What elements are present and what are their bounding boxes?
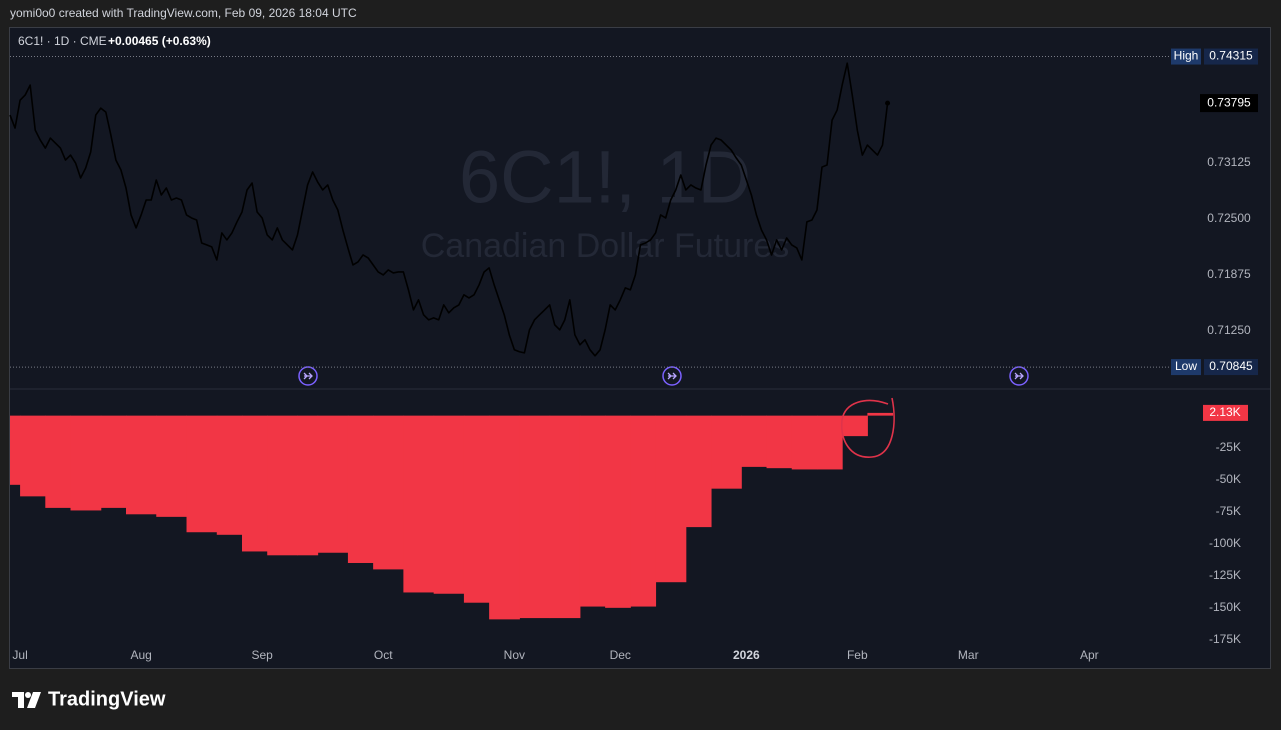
position-step xyxy=(45,415,72,508)
y-tick-label: -150K xyxy=(1209,600,1241,614)
low-value: 0.70845 xyxy=(1209,359,1253,373)
position-step xyxy=(489,415,520,620)
last-value-badge xyxy=(1203,404,1248,421)
x-tick-label: Aug xyxy=(130,648,151,662)
event-icon[interactable] xyxy=(662,366,682,386)
y-tick-label: -125K xyxy=(1209,568,1241,582)
position-step xyxy=(685,415,712,528)
price-change: +0.00465 (+0.63%) xyxy=(108,34,211,48)
position-step xyxy=(463,415,490,603)
x-tick-label: Feb xyxy=(847,648,868,662)
position-step xyxy=(373,415,404,570)
position-step xyxy=(186,415,218,533)
x-tick-label: Nov xyxy=(504,648,525,662)
position-step xyxy=(842,415,868,437)
low-value-badge xyxy=(1204,359,1258,376)
watermark-subtitle: Canadian Dollar Futures xyxy=(421,227,790,265)
high-badge xyxy=(1171,48,1201,65)
y-tick-label: 0.71250 xyxy=(1207,323,1251,337)
position-step xyxy=(766,415,793,469)
x-tick-label: 2026 xyxy=(733,648,760,662)
plot-layer: 0.71250 0.71875 0.72500 0.73125 Jul Aug Sep Oct… xyxy=(9,48,1258,662)
caption: yomi0o0 created with TradingView.com, Fe… xyxy=(10,6,357,20)
last-point xyxy=(885,100,891,106)
position-step xyxy=(156,415,188,517)
low-label: Low xyxy=(1175,359,1197,373)
price-line xyxy=(9,62,889,357)
footer-logo: TradingView xyxy=(12,688,166,710)
x-tick-label: Dec xyxy=(610,648,631,662)
position-step xyxy=(242,415,268,552)
y-tick-label: -175K xyxy=(1209,632,1241,646)
position-step xyxy=(867,412,894,416)
position-step xyxy=(655,415,687,583)
position-step xyxy=(816,415,843,470)
high-value-badge xyxy=(1204,48,1258,65)
x-tick-label: Mar xyxy=(958,648,979,662)
y-tick-label: 0.73125 xyxy=(1207,155,1251,169)
position-step xyxy=(711,415,742,489)
x-tick-label: Apr xyxy=(1080,648,1099,662)
position-step xyxy=(317,415,349,553)
event-icon[interactable] xyxy=(1009,366,1029,386)
y-tick-label: 0.71875 xyxy=(1207,267,1251,281)
position-step xyxy=(579,415,606,607)
y-tick-label: -100K xyxy=(1209,536,1241,550)
high-label: High xyxy=(1174,49,1199,63)
symbol-title[interactable]: 6C1! · 1D · CME xyxy=(18,34,107,48)
position-step xyxy=(791,415,818,470)
position-step xyxy=(519,415,551,619)
position-step xyxy=(605,415,631,608)
footer-brand[interactable]: TradingView xyxy=(48,688,166,710)
y-tick-label: -25K xyxy=(1216,440,1241,454)
position-step xyxy=(433,415,465,594)
watermark-title: 6C1!, 1D xyxy=(459,136,751,219)
position-step xyxy=(630,415,657,607)
y-tick-label: 0.72500 xyxy=(1207,211,1251,225)
y-tick-label: -50K xyxy=(1216,472,1241,486)
position-step xyxy=(126,415,157,515)
last-price-badge xyxy=(1200,94,1258,113)
high-value: 0.74315 xyxy=(1209,49,1253,63)
position-step xyxy=(403,415,435,593)
position-step xyxy=(297,415,319,556)
position-step xyxy=(70,415,102,511)
low-badge xyxy=(1171,359,1201,376)
position-step xyxy=(347,415,374,563)
position-step xyxy=(10,415,21,485)
hand-drawn-circle xyxy=(841,397,895,458)
x-tick-label: Jul xyxy=(12,648,27,662)
last-price: 0.73795 xyxy=(1207,95,1251,109)
x-tick-label: Oct xyxy=(374,648,393,662)
x-tick-label: Sep xyxy=(251,648,273,662)
event-icon[interactable] xyxy=(298,366,318,386)
position-step xyxy=(741,415,768,467)
y-tick-label: -75K xyxy=(1216,504,1241,518)
position-step xyxy=(100,415,127,508)
watermark: 6C1!, 1D Canadian Dollar Futures xyxy=(421,136,790,265)
position-step xyxy=(267,415,298,556)
position-step xyxy=(20,415,46,497)
position-step xyxy=(216,415,243,535)
last-value: 2.13K xyxy=(1209,405,1240,419)
position-step xyxy=(549,415,581,619)
